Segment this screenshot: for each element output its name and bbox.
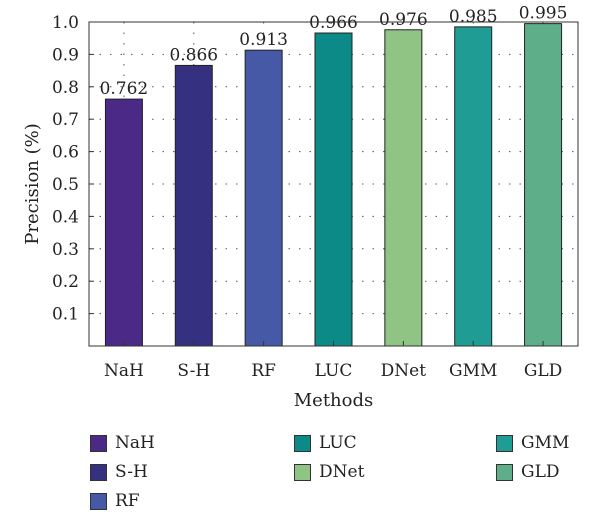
y-tick-label: 0.5 bbox=[52, 175, 79, 195]
x-tick-label: S-H bbox=[177, 361, 210, 381]
y-tick-label: 0.4 bbox=[52, 207, 79, 227]
x-axis-label: Methods bbox=[294, 390, 374, 411]
bar-value-label: 0.995 bbox=[519, 4, 568, 24]
x-tick-label: LUC bbox=[315, 361, 353, 381]
x-axis-ticks: NaH S-H RF LUC DNet GMM GLD bbox=[104, 341, 562, 381]
bar-nah bbox=[104, 98, 143, 347]
bar-value-label: 0.762 bbox=[100, 79, 149, 99]
y-axis-label: Precision (%) bbox=[22, 123, 43, 245]
y-tick-label: 0.9 bbox=[52, 45, 79, 65]
bar-value-label: 0.976 bbox=[379, 10, 428, 30]
x-tick-label: GLD bbox=[524, 361, 563, 381]
bars bbox=[104, 23, 563, 347]
bar-s-h bbox=[174, 64, 213, 347]
x-tick-label: NaH bbox=[104, 361, 144, 381]
y-tick-label: 0.1 bbox=[52, 305, 79, 325]
y-tick-label: 0.6 bbox=[52, 143, 79, 163]
bar-luc bbox=[314, 32, 353, 347]
y-axis-ticks: 0.1 0.2 0.3 0.4 0.5 0.6 0.7 0.8 0.9 1.0 bbox=[52, 13, 94, 325]
x-tick-label: RF bbox=[251, 361, 276, 381]
value-labels: 0.762 0.866 0.913 0.966 0.976 0.985 0.995 bbox=[100, 4, 568, 99]
y-tick-label: 0.8 bbox=[52, 78, 79, 98]
y-tick-label: 0.7 bbox=[52, 110, 79, 130]
y-tick-label: 0.3 bbox=[52, 240, 79, 260]
x-tick-label: DNet bbox=[381, 361, 427, 381]
bar-value-label: 0.913 bbox=[239, 30, 288, 50]
bar-gld bbox=[524, 23, 563, 347]
bar-gmm bbox=[454, 26, 493, 347]
bar-value-label: 0.985 bbox=[449, 7, 498, 27]
y-tick-label: 1.0 bbox=[52, 13, 79, 33]
bar-dnet bbox=[384, 29, 423, 347]
x-tick-label: GMM bbox=[449, 361, 497, 381]
bar-value-label: 0.966 bbox=[309, 13, 358, 33]
bar-rf bbox=[244, 49, 283, 347]
plot-frame bbox=[88, 21, 579, 347]
bar-value-label: 0.866 bbox=[169, 45, 218, 65]
y-tick-label: 0.2 bbox=[52, 272, 79, 292]
